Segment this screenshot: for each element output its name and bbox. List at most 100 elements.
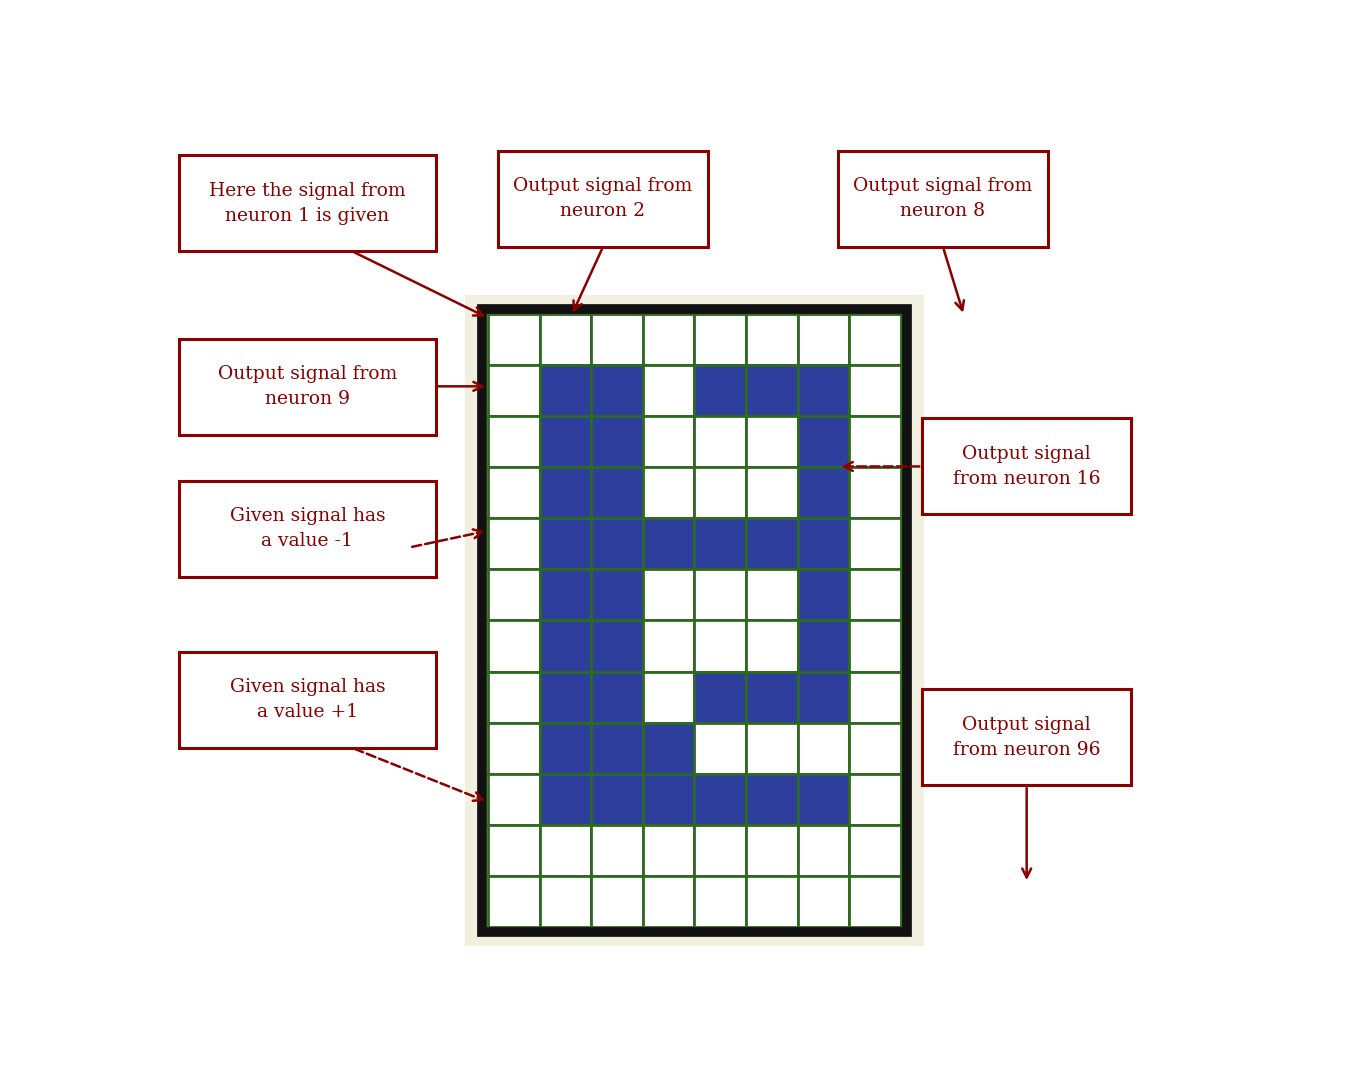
Bar xyxy=(591,620,643,672)
Bar xyxy=(747,518,798,569)
Bar xyxy=(849,774,900,825)
Bar xyxy=(849,620,900,672)
Bar xyxy=(798,774,849,825)
Bar xyxy=(747,825,798,876)
Bar xyxy=(747,416,798,467)
Bar xyxy=(798,620,849,672)
Bar xyxy=(540,620,591,672)
Text: Here the signal from
neuron 1 is given: Here the signal from neuron 1 is given xyxy=(209,182,406,224)
Bar xyxy=(540,825,591,876)
Bar xyxy=(694,723,747,774)
Bar xyxy=(482,309,907,932)
Bar xyxy=(694,620,747,672)
Bar xyxy=(487,313,540,365)
Bar xyxy=(180,155,436,251)
Bar xyxy=(798,416,849,467)
Bar xyxy=(540,365,591,416)
Bar xyxy=(464,295,925,945)
Bar xyxy=(694,365,747,416)
Bar xyxy=(591,416,643,467)
Bar xyxy=(643,825,694,876)
Bar xyxy=(849,416,900,467)
Bar xyxy=(540,876,591,927)
Bar xyxy=(487,723,540,774)
Text: Output signal from
neuron 9: Output signal from neuron 9 xyxy=(217,365,397,409)
Bar xyxy=(922,418,1131,514)
Bar xyxy=(591,365,643,416)
Bar xyxy=(849,825,900,876)
Bar xyxy=(798,672,849,723)
Bar xyxy=(798,723,849,774)
Text: Output signal
from neuron 96: Output signal from neuron 96 xyxy=(953,715,1100,759)
Bar xyxy=(487,774,540,825)
Bar xyxy=(540,723,591,774)
Bar xyxy=(849,518,900,569)
Bar xyxy=(747,723,798,774)
Bar xyxy=(694,825,747,876)
Bar xyxy=(849,365,900,416)
Bar xyxy=(540,569,591,620)
Bar xyxy=(591,825,643,876)
Bar xyxy=(922,689,1131,785)
Bar xyxy=(849,723,900,774)
Bar xyxy=(591,518,643,569)
Bar xyxy=(591,723,643,774)
Bar xyxy=(694,569,747,620)
Bar xyxy=(694,774,747,825)
Bar xyxy=(798,825,849,876)
Bar xyxy=(540,416,591,467)
Bar xyxy=(849,467,900,518)
Bar xyxy=(591,774,643,825)
Bar xyxy=(643,774,694,825)
Bar xyxy=(180,651,436,748)
Bar xyxy=(747,313,798,365)
Bar xyxy=(487,467,540,518)
Bar xyxy=(798,365,849,416)
Bar xyxy=(747,467,798,518)
Bar xyxy=(643,723,694,774)
Text: Given signal has
a value +1: Given signal has a value +1 xyxy=(230,679,385,721)
Bar xyxy=(694,876,747,927)
Bar xyxy=(180,480,436,577)
Text: Output signal from
neuron 2: Output signal from neuron 2 xyxy=(513,178,693,220)
Bar xyxy=(540,672,591,723)
Bar xyxy=(540,518,591,569)
Bar xyxy=(694,313,747,365)
Bar xyxy=(643,620,694,672)
Bar xyxy=(747,774,798,825)
Bar xyxy=(487,365,540,416)
Bar xyxy=(849,313,900,365)
Bar xyxy=(540,467,591,518)
Bar xyxy=(643,467,694,518)
Bar xyxy=(643,416,694,467)
Bar xyxy=(849,876,900,927)
Bar xyxy=(487,416,540,467)
Bar xyxy=(643,876,694,927)
Text: Output signal from
neuron 8: Output signal from neuron 8 xyxy=(853,178,1033,220)
Bar xyxy=(798,313,849,365)
Bar xyxy=(591,672,643,723)
Bar xyxy=(643,672,694,723)
Bar xyxy=(747,672,798,723)
Bar xyxy=(487,569,540,620)
Bar xyxy=(487,672,540,723)
Bar xyxy=(540,313,591,365)
Bar xyxy=(591,467,643,518)
Bar xyxy=(643,365,694,416)
Bar xyxy=(694,416,747,467)
Bar xyxy=(694,518,747,569)
Bar xyxy=(694,672,747,723)
Bar xyxy=(747,365,798,416)
Bar xyxy=(487,876,540,927)
Bar xyxy=(180,338,436,435)
Text: Given signal has
a value -1: Given signal has a value -1 xyxy=(230,507,385,551)
Bar xyxy=(643,313,694,365)
Bar xyxy=(798,569,849,620)
Bar xyxy=(487,620,540,672)
Bar xyxy=(487,825,540,876)
Bar xyxy=(798,876,849,927)
Bar xyxy=(747,569,798,620)
Bar xyxy=(747,876,798,927)
Bar xyxy=(849,672,900,723)
Bar xyxy=(747,620,798,672)
